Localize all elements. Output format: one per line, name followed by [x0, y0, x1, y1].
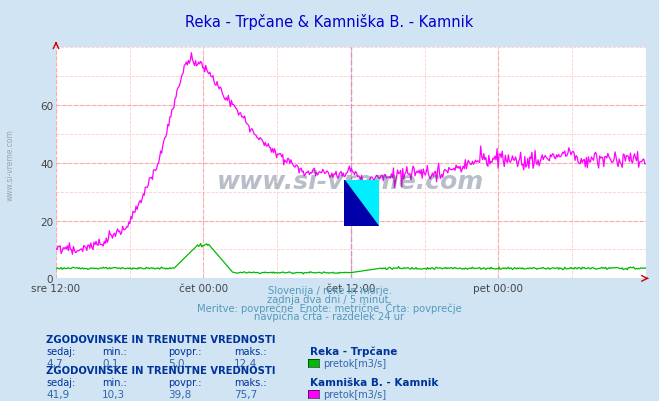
- Text: 0,1: 0,1: [102, 358, 119, 368]
- Polygon shape: [344, 181, 378, 227]
- Text: Meritve: povprečne  Enote: metrične  Črta: povprečje: Meritve: povprečne Enote: metrične Črta:…: [197, 302, 462, 314]
- Text: 4,7: 4,7: [46, 358, 63, 368]
- Text: Kamniška B. - Kamnik: Kamniška B. - Kamnik: [310, 377, 438, 387]
- Text: 75,7: 75,7: [234, 389, 257, 399]
- Text: min.:: min.:: [102, 346, 127, 356]
- Text: povpr.:: povpr.:: [168, 346, 202, 356]
- Polygon shape: [344, 181, 378, 227]
- Text: pretok[m3/s]: pretok[m3/s]: [323, 358, 386, 368]
- Text: 10,3: 10,3: [102, 389, 125, 399]
- Text: sedaj:: sedaj:: [46, 377, 75, 387]
- Text: ZGODOVINSKE IN TRENUTNE VREDNOSTI: ZGODOVINSKE IN TRENUTNE VREDNOSTI: [46, 334, 275, 344]
- Text: pretok[m3/s]: pretok[m3/s]: [323, 389, 386, 399]
- Polygon shape: [344, 181, 378, 227]
- Text: Reka - Trpčane & Kamniška B. - Kamnik: Reka - Trpčane & Kamniška B. - Kamnik: [185, 14, 474, 30]
- Text: min.:: min.:: [102, 377, 127, 387]
- Text: maks.:: maks.:: [234, 377, 266, 387]
- Text: navpična črta - razdelek 24 ur: navpična črta - razdelek 24 ur: [254, 311, 405, 321]
- Text: 5,0: 5,0: [168, 358, 185, 368]
- Text: 41,9: 41,9: [46, 389, 69, 399]
- Text: povpr.:: povpr.:: [168, 377, 202, 387]
- Text: 12,4: 12,4: [234, 358, 257, 368]
- Text: zadnja dva dni / 5 minut.: zadnja dva dni / 5 minut.: [267, 294, 392, 304]
- Text: www.si-vreme.com: www.si-vreme.com: [217, 170, 484, 194]
- Text: www.si-vreme.com: www.si-vreme.com: [5, 129, 14, 200]
- Text: sedaj:: sedaj:: [46, 346, 75, 356]
- Text: 39,8: 39,8: [168, 389, 191, 399]
- Text: Slovenija / reke in morje.: Slovenija / reke in morje.: [268, 286, 391, 296]
- Text: maks.:: maks.:: [234, 346, 266, 356]
- Text: ZGODOVINSKE IN TRENUTNE VREDNOSTI: ZGODOVINSKE IN TRENUTNE VREDNOSTI: [46, 365, 275, 375]
- Text: Reka - Trpčane: Reka - Trpčane: [310, 346, 397, 356]
